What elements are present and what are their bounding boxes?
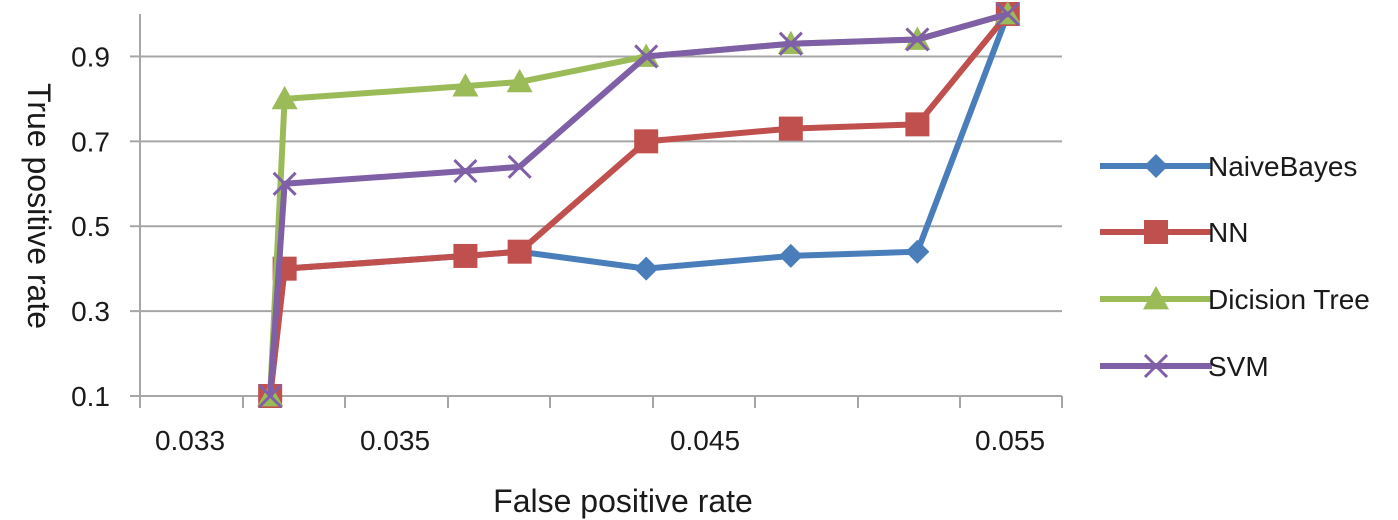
legend-marker	[1143, 353, 1169, 379]
x-tick-label: 0.035	[360, 425, 430, 456]
y-axis-title: True positive rate	[21, 83, 57, 329]
data-point	[453, 158, 478, 184]
data-point	[634, 44, 659, 69]
axes	[130, 14, 1063, 408]
data-point	[995, 1, 1020, 27]
series-3	[258, 1, 1020, 409]
legend: NaiveBayes NN Dicision Tree SVM	[1100, 151, 1370, 382]
x-tick-label: 0.045	[670, 425, 740, 456]
data-point	[778, 116, 803, 141]
data-point	[778, 243, 803, 268]
x-tick-labels: 0.033 0.035 0.045 0.055	[155, 425, 1045, 456]
data-point	[778, 31, 803, 56]
legend-label: NN	[1208, 217, 1248, 248]
data-point	[634, 256, 659, 281]
data-point	[905, 239, 930, 264]
data-point	[271, 85, 298, 110]
data-point	[634, 129, 659, 154]
x-axis-title: False positive rate	[493, 483, 753, 519]
series-line	[267, 11, 1009, 397]
data-point	[905, 27, 930, 52]
legend-label: SVM	[1208, 351, 1269, 382]
legend-label: Dicision Tree	[1208, 284, 1370, 315]
x-tick-label: 0.033	[155, 425, 225, 456]
data-point	[452, 73, 479, 97]
legend-marker	[1144, 220, 1168, 244]
data-point	[506, 68, 533, 93]
data-point	[453, 243, 478, 268]
y-tick-label: 0.3	[71, 296, 110, 327]
legend-marker	[1143, 286, 1169, 310]
y-tick-label: 0.7	[71, 126, 110, 157]
y-tick-label: 0.1	[71, 381, 110, 412]
legend-label: NaiveBayes	[1208, 151, 1357, 182]
series-line	[267, 12, 1011, 397]
y-tick-label: 0.9	[71, 41, 110, 72]
series-line	[267, 12, 1011, 397]
series-line	[267, 11, 1009, 397]
data-point	[507, 239, 532, 264]
y-tick-labels: 0.1 0.3 0.5 0.7 0.9	[71, 41, 110, 412]
x-tick-label: 0.055	[975, 425, 1045, 456]
data-point	[905, 112, 930, 137]
legend-marker	[1144, 154, 1168, 178]
legend-item: SVM	[1100, 351, 1269, 382]
data-point	[507, 154, 532, 179]
legend-item: Dicision Tree	[1100, 284, 1370, 315]
legend-item: NaiveBayes	[1100, 151, 1357, 182]
y-tick-label: 0.5	[71, 211, 110, 242]
series-layer	[257, 1, 1021, 409]
data-point	[272, 171, 297, 196]
legend-item: NN	[1100, 217, 1248, 248]
data-point	[258, 383, 283, 409]
